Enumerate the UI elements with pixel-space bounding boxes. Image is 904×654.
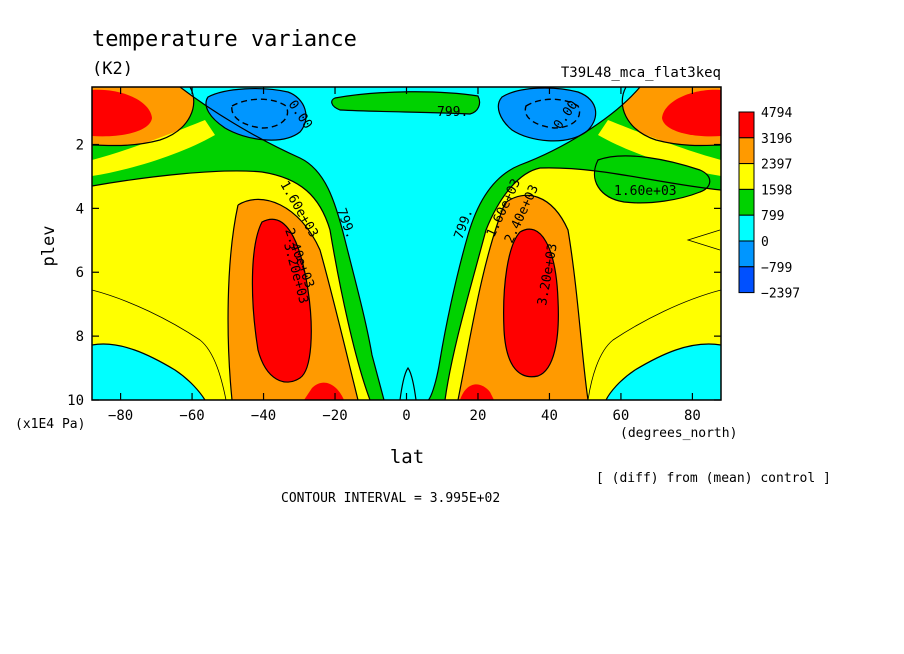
x-tick-label: 0	[402, 408, 410, 424]
x-tick-label: −80	[108, 408, 133, 424]
fill-level-above-3196-north	[503, 229, 559, 377]
fill-level-0-799	[180, 87, 640, 400]
contour-interval: CONTOUR INTERVAL = 3.995E+02	[281, 491, 500, 506]
colorbar-swatch	[738, 137, 755, 165]
y-axis-units: (x1E4 Pa)	[15, 417, 85, 432]
footnote: [ (diff) from (mean) control ]	[596, 471, 831, 486]
colorbar-label: 3196	[761, 132, 792, 147]
chart-title: temperature variance	[92, 27, 357, 52]
fill-polar-north-red	[662, 89, 721, 137]
colorbar-swatch	[738, 240, 755, 268]
x-tick-label: 80	[684, 408, 701, 424]
colorbar-swatch	[738, 266, 755, 294]
contour-field	[92, 87, 721, 400]
x-axis-units: (degrees_north)	[620, 426, 737, 441]
fill-upper-yellow-south	[92, 120, 215, 176]
x-tick-label: 40	[541, 408, 558, 424]
colorbar-label: 0	[761, 235, 769, 250]
colorbar-label: −799	[761, 261, 792, 276]
contour-label: 1.60e+03	[614, 184, 677, 199]
colorbar-label: 2397	[761, 158, 792, 173]
contour-lines	[92, 87, 721, 400]
x-tick-label: −40	[251, 408, 276, 424]
contour-label: 799.	[437, 105, 468, 120]
colorbar-swatch	[738, 214, 755, 242]
colorbar-label: 4794	[761, 106, 792, 121]
y-tick-label: 2	[76, 137, 84, 153]
y-tick-label: 8	[76, 329, 84, 345]
x-axis-label: lat	[390, 446, 424, 468]
fill-cyan-south-surface	[92, 344, 205, 400]
negative-contours	[231, 98, 581, 129]
fill-small-red-north	[460, 384, 494, 400]
fill-level-neg-north	[498, 87, 596, 141]
colorbar-swatch	[738, 188, 755, 216]
experiment-label: T39L48_mca_flat3keq	[561, 65, 721, 81]
y-tick-label: 4	[76, 201, 84, 217]
colorbar-label: 1598	[761, 183, 792, 198]
fill-cyan-north-surface	[606, 344, 721, 400]
colorbar-swatch	[738, 163, 755, 190]
x-axis: −80 −60 −40 −20 0 20 40 60 80	[108, 87, 701, 424]
fill-level-neg-south	[205, 88, 307, 141]
fill-upper-yellow-north	[598, 120, 721, 176]
x-tick-label: −20	[322, 408, 347, 424]
colorbar-swatch	[738, 111, 755, 139]
y-axis-label: plev	[39, 226, 59, 267]
y-tick-label: 10	[67, 393, 84, 409]
fill-small-red-south	[304, 382, 344, 400]
y-tick-label: 6	[76, 265, 84, 281]
fill-polar-south-red	[92, 89, 152, 137]
x-tick-label: 60	[613, 408, 630, 424]
fill-level-above-3196-south	[252, 219, 312, 383]
colorbar: 4794 3196 2397 1598 799 0 −799 −2397	[738, 106, 800, 302]
colorbar-label: −2397	[761, 287, 800, 302]
chart-units: (K2)	[92, 59, 133, 79]
x-tick-label: 20	[470, 408, 487, 424]
y-axis: 2 4 6 8 10	[67, 137, 721, 409]
fill-equator-upper-green	[331, 91, 480, 114]
colorbar-label: 799	[761, 209, 784, 224]
x-tick-label: −60	[179, 408, 204, 424]
